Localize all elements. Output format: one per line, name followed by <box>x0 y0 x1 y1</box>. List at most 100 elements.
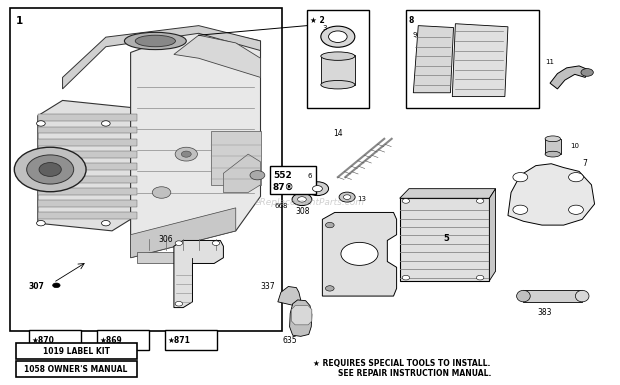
Ellipse shape <box>321 52 355 60</box>
Circle shape <box>312 186 322 192</box>
Polygon shape <box>38 151 137 158</box>
Bar <box>29 330 81 350</box>
Circle shape <box>306 182 329 196</box>
Bar <box>165 330 217 350</box>
Polygon shape <box>414 26 453 93</box>
Text: 306: 306 <box>158 235 172 244</box>
Ellipse shape <box>135 35 175 47</box>
Bar <box>307 10 369 108</box>
Text: 8: 8 <box>409 16 414 25</box>
Polygon shape <box>131 28 260 258</box>
Polygon shape <box>38 163 137 170</box>
Circle shape <box>569 205 583 214</box>
Ellipse shape <box>125 32 186 50</box>
Circle shape <box>513 172 528 182</box>
Polygon shape <box>290 300 312 336</box>
Text: 383: 383 <box>538 308 552 316</box>
Circle shape <box>37 121 45 126</box>
Polygon shape <box>131 208 236 258</box>
Text: 6: 6 <box>308 173 312 179</box>
Circle shape <box>14 147 86 192</box>
Bar <box>270 166 316 194</box>
Ellipse shape <box>329 31 347 42</box>
Circle shape <box>339 192 355 202</box>
Circle shape <box>343 195 351 199</box>
Text: eReplacementParts.com: eReplacementParts.com <box>255 198 365 207</box>
Bar <box>321 55 355 85</box>
Bar <box>400 198 489 281</box>
Polygon shape <box>278 286 301 306</box>
Bar <box>211 131 260 185</box>
Circle shape <box>581 69 593 76</box>
Text: 13: 13 <box>357 196 366 203</box>
Bar <box>137 252 174 263</box>
Text: 3: 3 <box>322 25 327 31</box>
Circle shape <box>326 223 334 228</box>
Circle shape <box>250 171 265 180</box>
Polygon shape <box>38 200 137 207</box>
Circle shape <box>53 283 60 288</box>
Text: 9: 9 <box>412 32 417 38</box>
Text: 7: 7 <box>582 159 587 168</box>
Polygon shape <box>400 189 495 198</box>
Circle shape <box>569 172 583 182</box>
Circle shape <box>102 221 110 226</box>
Circle shape <box>292 193 312 206</box>
Circle shape <box>298 197 306 202</box>
Circle shape <box>27 155 74 184</box>
Text: 1058 OWNER'S MANUAL: 1058 OWNER'S MANUAL <box>24 365 128 374</box>
Circle shape <box>175 147 197 161</box>
Circle shape <box>476 275 484 280</box>
Polygon shape <box>223 154 260 192</box>
Circle shape <box>402 199 410 203</box>
Polygon shape <box>38 114 137 121</box>
Polygon shape <box>322 213 397 296</box>
Text: 307: 307 <box>29 282 45 291</box>
Text: 308: 308 <box>296 207 310 216</box>
Text: ★ 2: ★ 2 <box>310 16 325 25</box>
Circle shape <box>476 199 484 203</box>
Bar <box>10 8 282 331</box>
Circle shape <box>39 162 61 176</box>
Text: 87®: 87® <box>273 183 294 192</box>
Circle shape <box>341 243 378 265</box>
Text: 668: 668 <box>275 203 288 209</box>
Polygon shape <box>38 188 137 195</box>
Circle shape <box>175 241 182 246</box>
Ellipse shape <box>516 290 530 302</box>
Bar <box>545 139 560 154</box>
Ellipse shape <box>321 26 355 47</box>
Text: 5: 5 <box>443 234 449 243</box>
Circle shape <box>513 205 528 214</box>
Text: ★870: ★870 <box>32 336 55 345</box>
Circle shape <box>326 286 334 291</box>
Text: ★ REQUIRES SPECIAL TOOLS TO INSTALL.: ★ REQUIRES SPECIAL TOOLS TO INSTALL. <box>313 359 490 368</box>
Polygon shape <box>63 26 260 89</box>
Polygon shape <box>291 306 312 325</box>
Polygon shape <box>550 66 588 89</box>
Polygon shape <box>489 189 495 281</box>
Bar <box>16 361 137 377</box>
Circle shape <box>212 241 219 246</box>
Bar <box>523 290 582 302</box>
Text: 11: 11 <box>545 59 554 65</box>
Text: SEE REPAIR INSTRUCTION MANUAL.: SEE REPAIR INSTRUCTION MANUAL. <box>338 369 491 378</box>
Polygon shape <box>38 139 137 146</box>
Polygon shape <box>38 100 137 231</box>
Circle shape <box>175 301 182 306</box>
Text: ★871: ★871 <box>168 336 190 345</box>
Text: ★869: ★869 <box>100 336 122 345</box>
Text: 10: 10 <box>570 144 579 149</box>
Polygon shape <box>508 164 595 225</box>
Bar <box>16 343 137 359</box>
Circle shape <box>181 151 191 157</box>
Polygon shape <box>38 26 260 269</box>
Polygon shape <box>174 35 260 77</box>
Circle shape <box>153 187 171 198</box>
Text: 1019 LABEL KIT: 1019 LABEL KIT <box>43 347 110 356</box>
Bar <box>406 10 539 108</box>
Text: 337: 337 <box>260 282 275 291</box>
Polygon shape <box>38 176 137 182</box>
Text: 635: 635 <box>282 336 297 345</box>
Polygon shape <box>174 241 223 308</box>
